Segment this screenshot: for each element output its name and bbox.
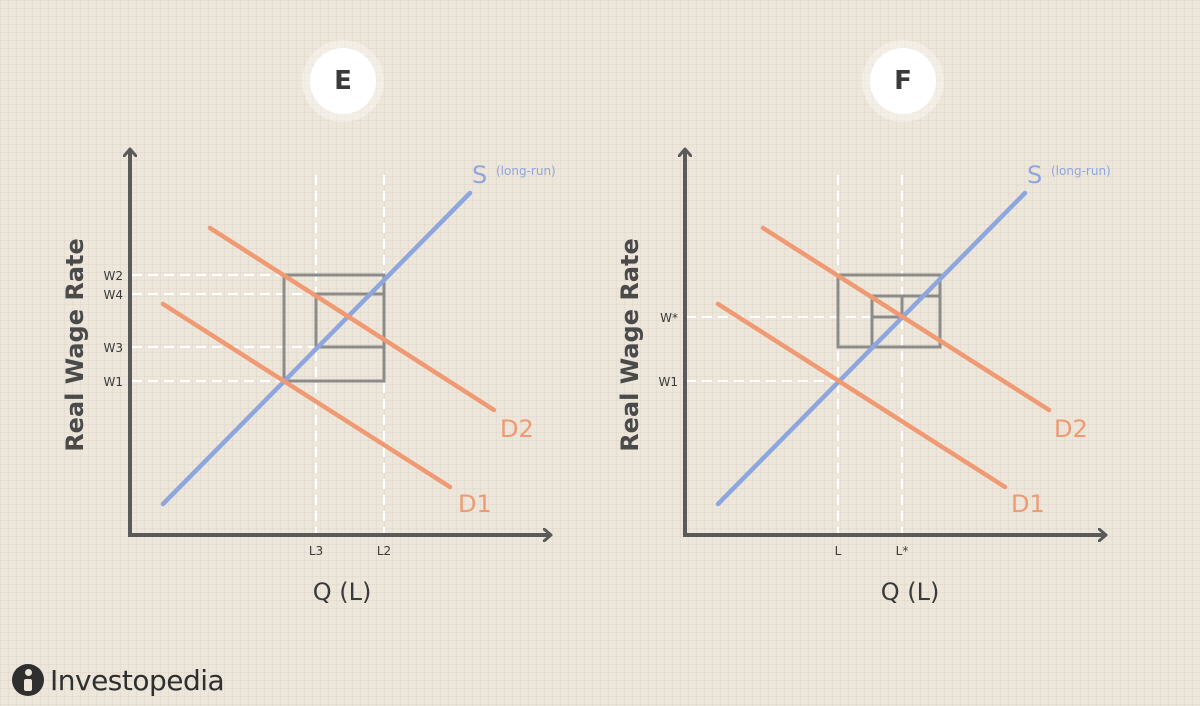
tick-w4: W4 (104, 288, 124, 302)
demand-label-d1: D1 (1011, 490, 1045, 518)
panel-badge-f: F (870, 48, 936, 114)
x-axis-label: Q (L) (881, 578, 940, 606)
brand-name: Investopedia (50, 663, 225, 697)
guide-lines (686, 175, 903, 535)
supply-curve (160, 190, 473, 507)
tick-w1: W1 (659, 375, 679, 389)
y-axis-label: Real Wage Rate (61, 238, 89, 452)
demand-curve-d1 (160, 301, 453, 490)
y-axis-label: Real Wage Rate (616, 238, 644, 452)
panel-e: W2 W4 W3 W1 L3 L2 S (long-run) D2 D1 Rea… (61, 150, 556, 606)
supply-sublabel: (long-run) (1051, 164, 1111, 178)
tick-l2: L2 (377, 544, 391, 558)
supply-label: S (1027, 161, 1042, 189)
tick-l3: L3 (309, 544, 323, 558)
tick-w2: W2 (104, 269, 124, 283)
tick-w1: W1 (104, 375, 124, 389)
demand-curve-d1 (715, 301, 1008, 490)
tick-w3: W3 (104, 341, 124, 355)
brand-logo: Investopedia (12, 660, 225, 700)
tick-l: L (835, 544, 842, 558)
adjustment-box-middle (870, 294, 942, 349)
panel-badge-e: E (310, 48, 376, 114)
adjustment-box-inner (870, 294, 904, 319)
supply-curve (715, 190, 1028, 507)
investopedia-logo-icon (12, 664, 44, 696)
demand-label-d1: D1 (458, 490, 492, 518)
demand-label-d2: D2 (500, 415, 534, 443)
demand-label-d2: D2 (1054, 415, 1088, 443)
x-axis-label: Q (L) (313, 578, 372, 606)
supply-label: S (472, 161, 487, 189)
panel-f: W* W1 L L* S (long-run) D2 D1 Real Wage … (616, 150, 1111, 606)
supply-sublabel: (long-run) (496, 164, 556, 178)
guide-lines (132, 175, 385, 535)
adjustment-box-inner (314, 292, 386, 349)
demand-curve-d2 (207, 225, 497, 413)
tick-lstar: L* (896, 544, 909, 558)
demand-curve-d2 (760, 225, 1052, 413)
tick-wstar: W* (660, 311, 678, 325)
